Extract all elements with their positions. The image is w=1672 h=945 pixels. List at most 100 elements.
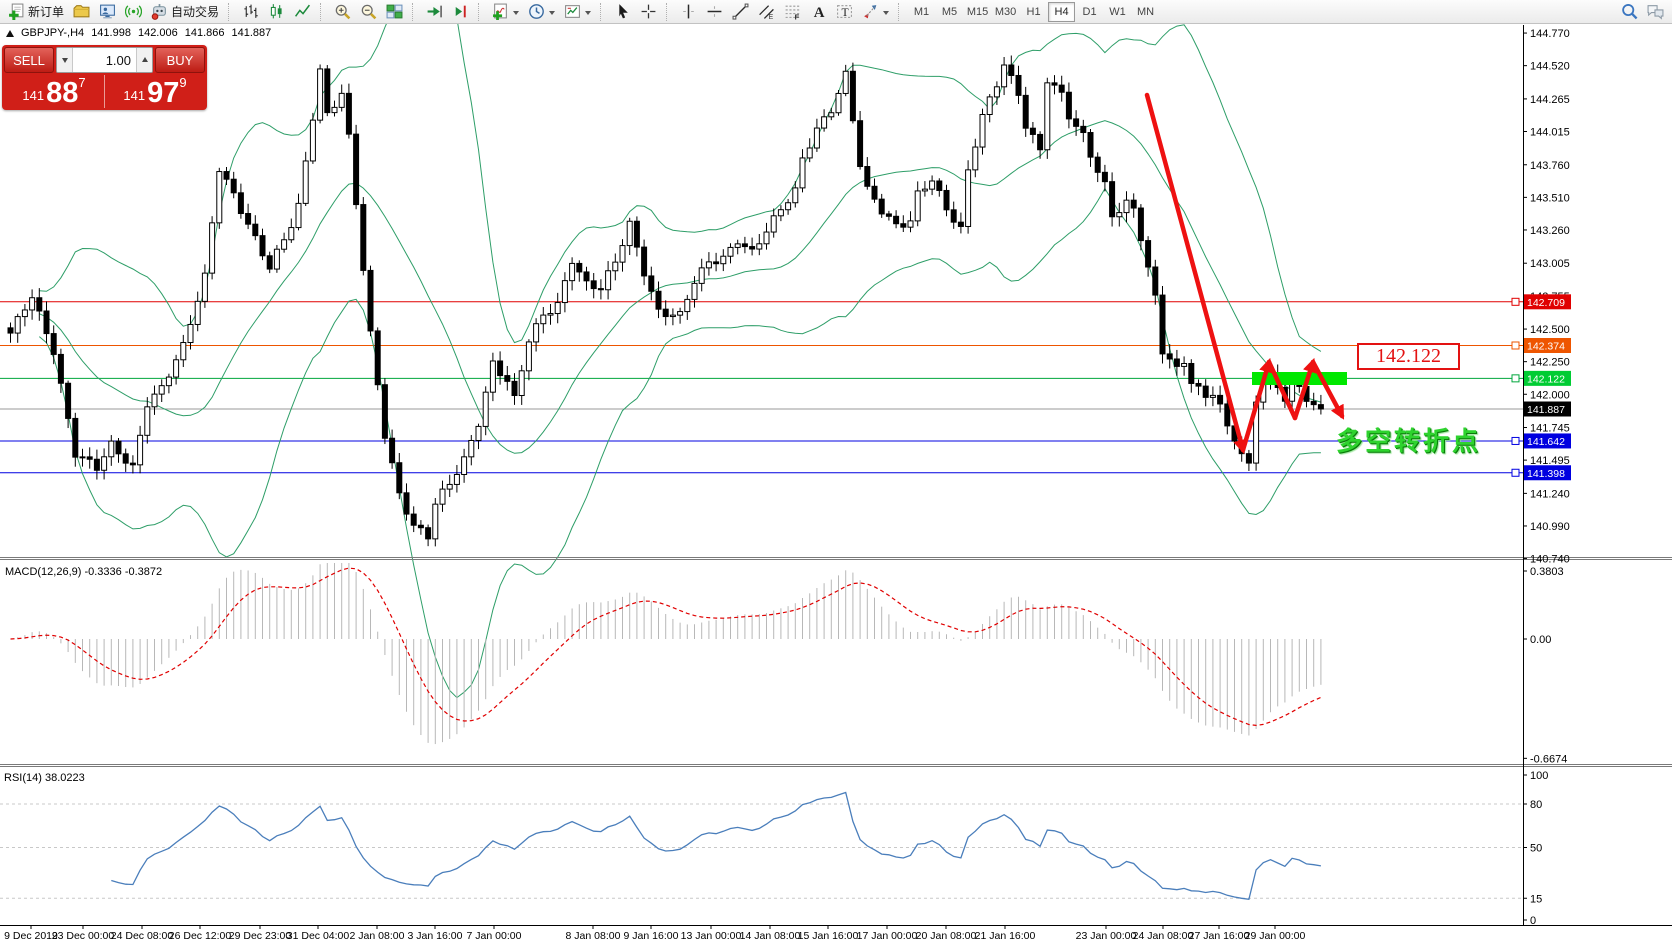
fibonacci-button[interactable]: F: [780, 1, 805, 23]
svg-text:2 Jan 08:00: 2 Jan 08:00: [350, 930, 405, 942]
new-order-button[interactable]: 新订单: [4, 1, 68, 23]
symbol-marker-icon: [6, 29, 14, 37]
timeframe-m1-button[interactable]: M1: [908, 2, 935, 22]
templates-button[interactable]: [560, 1, 595, 23]
candle-chart-button[interactable]: [264, 1, 289, 23]
profiles-button[interactable]: [69, 1, 94, 23]
timeframe-m5-button[interactable]: M5: [936, 2, 963, 22]
svg-text:141.240: 141.240: [1530, 488, 1570, 500]
profiles-icon: [73, 3, 90, 20]
toolbar-separator: [898, 2, 904, 21]
bar-chart-icon: [242, 3, 259, 20]
market-watch-icon: [99, 3, 116, 20]
line-chart-button[interactable]: [290, 1, 315, 23]
ohlc-close: 141.887: [231, 27, 272, 39]
volume-input[interactable]: [73, 48, 136, 72]
svg-text:143.510: 143.510: [1530, 192, 1570, 204]
svg-text:24 Dec 08:00: 24 Dec 08:00: [111, 930, 174, 942]
svg-text:27 Jan 16:00: 27 Jan 16:00: [1189, 930, 1250, 942]
text-button[interactable]: A: [806, 1, 831, 23]
chevron-down-icon: [883, 10, 890, 18]
cursor-button[interactable]: [610, 1, 635, 23]
timeframe-mn-button[interactable]: MN: [1132, 2, 1159, 22]
bar-chart-button[interactable]: [238, 1, 263, 23]
svg-text:50: 50: [1530, 843, 1542, 855]
chevron-down-icon: [513, 10, 520, 18]
chart-shift-button[interactable]: [448, 1, 473, 23]
timeframe-m15-button[interactable]: M15: [964, 2, 991, 22]
svg-text:144.015: 144.015: [1530, 127, 1570, 139]
timeframe-h4-button[interactable]: H4: [1048, 1, 1076, 22]
volume-spinner: [56, 47, 153, 73]
svg-text:23 Dec 00:00: 23 Dec 00:00: [52, 930, 115, 942]
volume-decrease-button[interactable]: [57, 48, 73, 72]
chat-button[interactable]: [1643, 1, 1668, 23]
crosshair-button[interactable]: [636, 1, 661, 23]
candles-layer: [7, 55, 1324, 547]
timeframe-d1-button[interactable]: D1: [1076, 2, 1103, 22]
svg-text:21 Jan 16:00: 21 Jan 16:00: [975, 930, 1036, 942]
autotrading-button[interactable]: 自动交易: [147, 1, 223, 23]
svg-text:MACD(12,26,9) -0.3336 -0.3872: MACD(12,26,9) -0.3336 -0.3872: [5, 566, 162, 578]
ohlc-open: 141.998: [91, 27, 131, 39]
buy-price-big: 97: [147, 77, 180, 109]
red-zigzag-arrow: [1266, 359, 1298, 421]
indicators-button[interactable]: [488, 1, 523, 23]
arrows-button[interactable]: [858, 1, 893, 23]
zoom-out-button[interactable]: [356, 1, 381, 23]
toolbar-separator: [478, 2, 484, 21]
toolbar-separator: [228, 2, 234, 21]
text-label-button[interactable]: T: [832, 1, 857, 23]
zoom-in-button[interactable]: [330, 1, 355, 23]
buy-price-pip: 9: [179, 75, 187, 90]
rsi-pane: RSI(14) 38.0223 100 80 50 15 0: [0, 770, 1548, 927]
horizontal-line-button[interactable]: [702, 1, 727, 23]
signals-button[interactable]: [121, 1, 146, 23]
periods-icon: [528, 3, 545, 20]
timeframe-m30-button[interactable]: M30: [992, 2, 1019, 22]
svg-text:15 Jan 16:00: 15 Jan 16:00: [798, 930, 859, 942]
equidistant-channel-button[interactable]: E: [754, 1, 779, 23]
price-annotation-box[interactable]: 142.122: [1357, 343, 1460, 370]
sell-price[interactable]: 141 88 7: [4, 75, 105, 108]
sell-price-pip: 7: [78, 75, 86, 90]
new-order-icon: [8, 3, 25, 20]
trendline-button[interactable]: [728, 1, 753, 23]
chevron-down-icon: [585, 10, 592, 18]
arrows-icon: [862, 3, 879, 20]
bull-bear-turning-point-label[interactable]: 多空转折点: [1336, 426, 1482, 456]
svg-text:142.000: 142.000: [1530, 389, 1570, 401]
buy-button[interactable]: BUY: [155, 47, 205, 73]
search-button[interactable]: [1617, 1, 1642, 23]
sell-button[interactable]: SELL: [4, 47, 54, 73]
svg-text:142.122: 142.122: [1527, 373, 1565, 385]
one-click-trading-panel: SELL BUY 141 88 7 141 97 9: [2, 45, 207, 110]
candle-chart-icon: [268, 3, 285, 20]
symbol-ohlc-info: GBPJPY-,H4 141.998 142.006 141.866 141.8…: [6, 27, 271, 39]
market-watch-button[interactable]: [95, 1, 120, 23]
bollinger-bands: [38, 0, 1322, 699]
chart-shift-icon: [452, 3, 469, 20]
chat-icon: [1647, 3, 1664, 20]
auto-scroll-button[interactable]: [422, 1, 447, 23]
timeframe-w1-button[interactable]: W1: [1104, 2, 1131, 22]
tile-windows-button[interactable]: [382, 1, 407, 23]
volume-increase-button[interactable]: [136, 48, 152, 72]
buy-price[interactable]: 141 97 9: [105, 75, 205, 108]
svg-text:144.520: 144.520: [1530, 61, 1570, 73]
chevron-down-icon: [549, 10, 556, 18]
toolbar-separator: [600, 2, 606, 21]
periods-button[interactable]: [524, 1, 559, 23]
chart-annotations[interactable]: [1144, 92, 1347, 455]
toolbar: 新订单 自动交易 E F A T M1 M5 M15 M30 H1 H4 D1 W1 MN: [0, 0, 1672, 24]
macd-pane: MACD(12,26,9) -0.3336 -0.3872 0.3803 0.00 -…: [5, 563, 1567, 765]
svg-text:RSI(14) 38.0223: RSI(14) 38.0223: [4, 772, 85, 784]
vertical-line-button[interactable]: [676, 1, 701, 23]
red-zigzag-arrow: [1240, 357, 1274, 453]
svg-text:9 Dec 2019: 9 Dec 2019: [4, 930, 58, 942]
timeframe-h1-button[interactable]: H1: [1020, 2, 1047, 22]
svg-text:142.250: 142.250: [1530, 357, 1570, 369]
svg-text:A: A: [814, 5, 825, 20]
svg-text:142.500: 142.500: [1530, 324, 1570, 336]
